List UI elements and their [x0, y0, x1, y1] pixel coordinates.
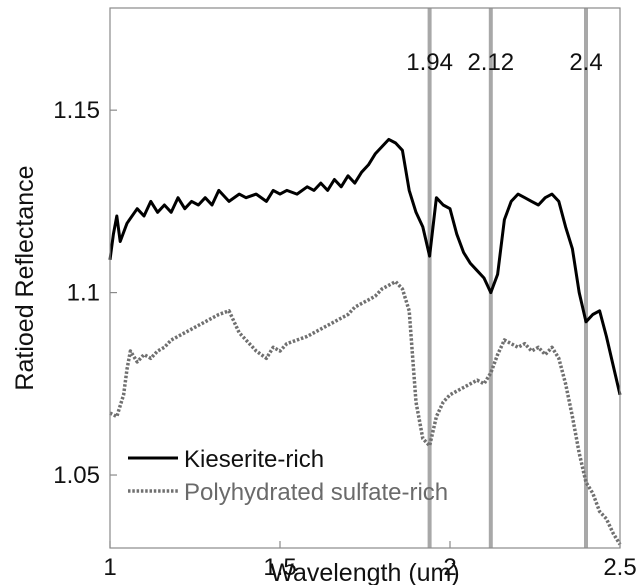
series-lines — [108, 137, 622, 546]
x-tick-label-3: 2.5 — [603, 554, 636, 581]
y-tick-label-2: 1.15 — [53, 97, 100, 124]
x-tick-label-2: 2 — [443, 554, 456, 581]
x-tick-label-0: 1 — [103, 554, 116, 581]
reference-line-label-1: 2.12 — [467, 49, 514, 76]
y-tick-label-1: 1.1 — [67, 280, 100, 307]
plot-frame — [109, 7, 621, 549]
reference-line-label-0: 1.94 — [406, 49, 453, 76]
reference-line-label-2: 2.4 — [569, 49, 602, 76]
x-axis-title: Wavelength (um) — [270, 559, 459, 585]
y-tick-label-0: 1.05 — [53, 462, 100, 489]
legend-label-1: Polyhydrated sulfate-rich — [184, 479, 448, 506]
series-line-1 — [109, 279, 622, 546]
x-tick-label-1: 1.5 — [263, 554, 296, 581]
y-axis-title: Ratioed Reflectance — [11, 165, 39, 390]
series-line-0 — [108, 137, 622, 396]
reference-lines — [427, 8, 588, 548]
legend-label-0: Kieserite-rich — [184, 446, 324, 473]
reference-line-labels: 1.94 2.12 2.4 — [406, 49, 602, 76]
axis-ticks: 1 1.5 2 2.5 1.05 1.1 1.15 — [53, 97, 636, 581]
legend: Kieserite-rich Polyhydrated sulfate-rich — [128, 446, 448, 506]
